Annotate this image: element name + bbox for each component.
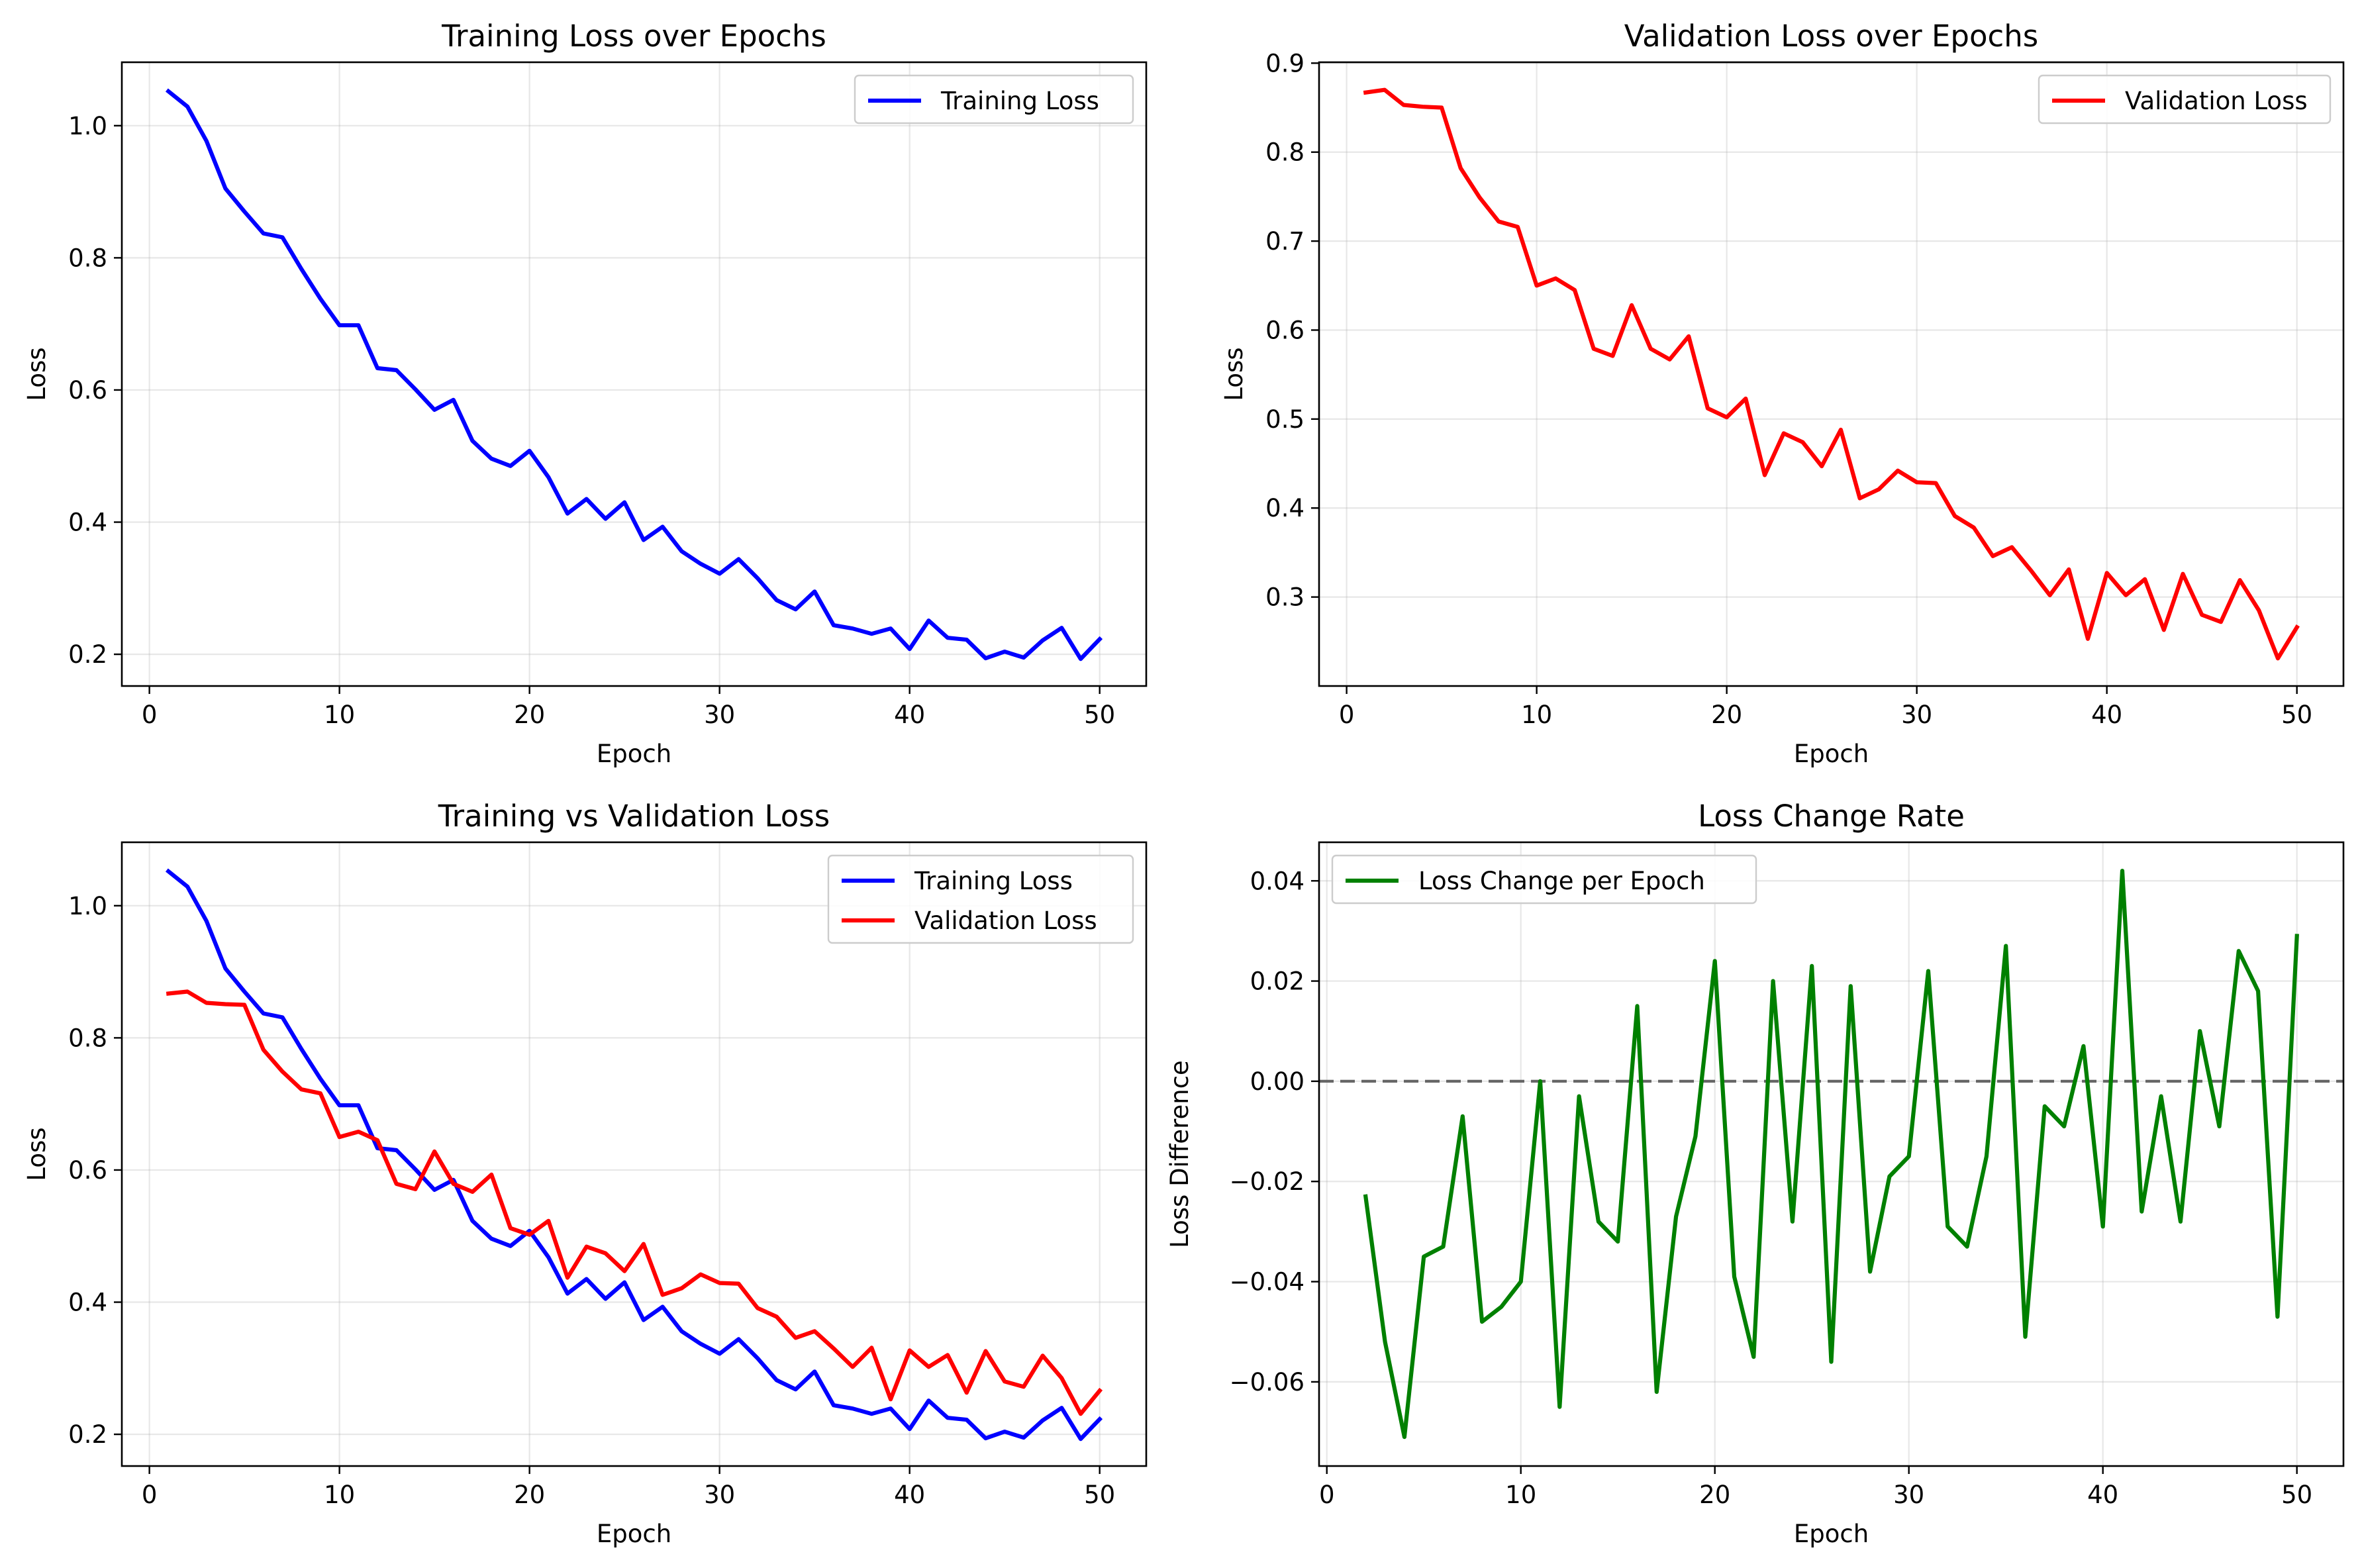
y-axis-label: Loss Difference — [1165, 1060, 1194, 1248]
y-tick-label: 1.0 — [68, 112, 107, 140]
legend-label: Loss Change per Epoch — [1418, 867, 1705, 895]
chart-training-vs-validation: 0 10 20 30 40 50 0.2 0.4 0.6 0.8 1.0 Training vs Va… — [23, 799, 1148, 1548]
legend-box — [1331, 854, 1757, 905]
x-tick-label: 50 — [1084, 1481, 1115, 1509]
y-tick-label: 0.6 — [68, 376, 107, 405]
y-tick-label: 0.8 — [68, 244, 107, 272]
x-axis-label: Epoch — [597, 1520, 671, 1548]
y-tick-label: 0.4 — [1265, 494, 1304, 522]
legend-label: Training Loss — [940, 87, 1099, 115]
y-tick-label: 0.8 — [68, 1024, 107, 1052]
chart-title: Validation Loss over Epochs — [1624, 19, 2038, 54]
legend-box — [827, 854, 1134, 944]
legend-box — [2038, 74, 2332, 124]
plot-frame — [1318, 841, 2345, 1467]
chart-training-loss: 0 10 20 30 40 50 0.2 0.4 0.6 0.8 1.0 Training Loss … — [23, 19, 1148, 768]
x-axis-label: Epoch — [1794, 1520, 1869, 1548]
y-tick-label: 0.04 — [1250, 867, 1304, 895]
x-tick-label: 0 — [142, 701, 158, 729]
x-tick-label: 50 — [2281, 1481, 2312, 1509]
x-tick-label: 20 — [514, 1481, 545, 1509]
x-axis-label: Epoch — [597, 740, 671, 768]
y-tick-label: 0.2 — [68, 640, 107, 669]
legend: Validation Loss — [2038, 74, 2332, 124]
legend-box — [854, 74, 1134, 124]
x-tick-label: 10 — [1521, 701, 1552, 729]
y-tick-label: −0.04 — [1230, 1268, 1304, 1297]
x-tick-label: 20 — [514, 701, 545, 729]
x-tick-label: 0 — [142, 1481, 158, 1509]
series-line-validation-loss — [166, 989, 1103, 1416]
series-line-loss-change-per-epoch — [1363, 868, 2299, 1440]
x-tick-label: 40 — [2087, 1481, 2118, 1509]
x-tick-label: 50 — [1084, 701, 1115, 729]
y-tick-label: 0.3 — [1265, 583, 1304, 612]
series-line-training-loss — [165, 868, 1103, 1442]
y-tick-label: 0.00 — [1250, 1067, 1304, 1096]
legend: Training Loss Validation Loss — [827, 854, 1134, 944]
x-tick-label: 40 — [2091, 701, 2122, 729]
x-tick-label: 40 — [894, 701, 925, 729]
x-tick-label: 20 — [1711, 701, 1742, 729]
y-axis-label: Loss — [1220, 347, 1248, 401]
series-line-validation-loss — [1363, 87, 2300, 661]
plot-frame — [1318, 61, 2345, 687]
y-tick-label: 0.02 — [1250, 967, 1304, 996]
legend-label: Training Loss — [914, 867, 1073, 895]
y-tick-label: −0.02 — [1230, 1167, 1304, 1196]
x-tick-label: 10 — [324, 1481, 355, 1509]
y-axis-label: Loss — [23, 1127, 51, 1181]
chart-loss-change-rate: 0 10 20 30 40 50 −0.06 −0.04 −0.02 0.00 0.02 0.04 Lo… — [1165, 799, 2345, 1548]
y-tick-label: 0.6 — [68, 1156, 107, 1185]
x-tick-label: 30 — [1901, 701, 1932, 729]
y-tick-label: 0.6 — [1265, 316, 1304, 344]
x-tick-label: 10 — [324, 701, 355, 729]
y-tick-label: 0.4 — [68, 509, 107, 537]
x-axis-label: Epoch — [1794, 740, 1869, 768]
chart-title: Loss Change Rate — [1698, 799, 1965, 834]
x-tick-label: 0 — [1319, 1481, 1335, 1509]
chart-title: Training vs Validation Loss — [438, 799, 830, 834]
series-line-training-loss — [165, 88, 1103, 662]
legend: Loss Change per Epoch — [1331, 854, 1757, 905]
x-tick-label: 20 — [1699, 1481, 1730, 1509]
y-tick-label: 1.0 — [68, 892, 107, 920]
x-tick-label: 40 — [894, 1481, 925, 1509]
y-tick-label: 0.2 — [68, 1420, 107, 1449]
y-tick-label: 0.8 — [1265, 138, 1304, 167]
chart-validation-loss: 0 10 20 30 40 50 0.3 0.4 0.5 0.6 0.7 0.8 0.9 Validati… — [1220, 19, 2345, 768]
legend: Training Loss — [854, 74, 1134, 124]
y-tick-label: 0.9 — [1265, 49, 1304, 77]
plot-frame — [121, 841, 1148, 1467]
y-tick-label: −0.06 — [1230, 1368, 1304, 1396]
x-tick-label: 50 — [2281, 701, 2312, 729]
plot-frame — [121, 61, 1148, 687]
y-axis-label: Loss — [23, 347, 51, 401]
legend-label: Validation Loss — [2125, 87, 2308, 115]
x-tick-label: 30 — [704, 701, 735, 729]
x-tick-label: 10 — [1505, 1481, 1536, 1509]
legend-label: Validation Loss — [914, 906, 1097, 935]
y-tick-label: 0.5 — [1265, 405, 1304, 434]
x-tick-label: 30 — [704, 1481, 735, 1509]
y-tick-label: 0.4 — [68, 1289, 107, 1317]
y-tick-label: 0.7 — [1265, 227, 1304, 256]
x-tick-label: 0 — [1339, 701, 1355, 729]
chart-title: Training Loss over Epochs — [441, 19, 826, 54]
x-tick-label: 30 — [1893, 1481, 1924, 1509]
